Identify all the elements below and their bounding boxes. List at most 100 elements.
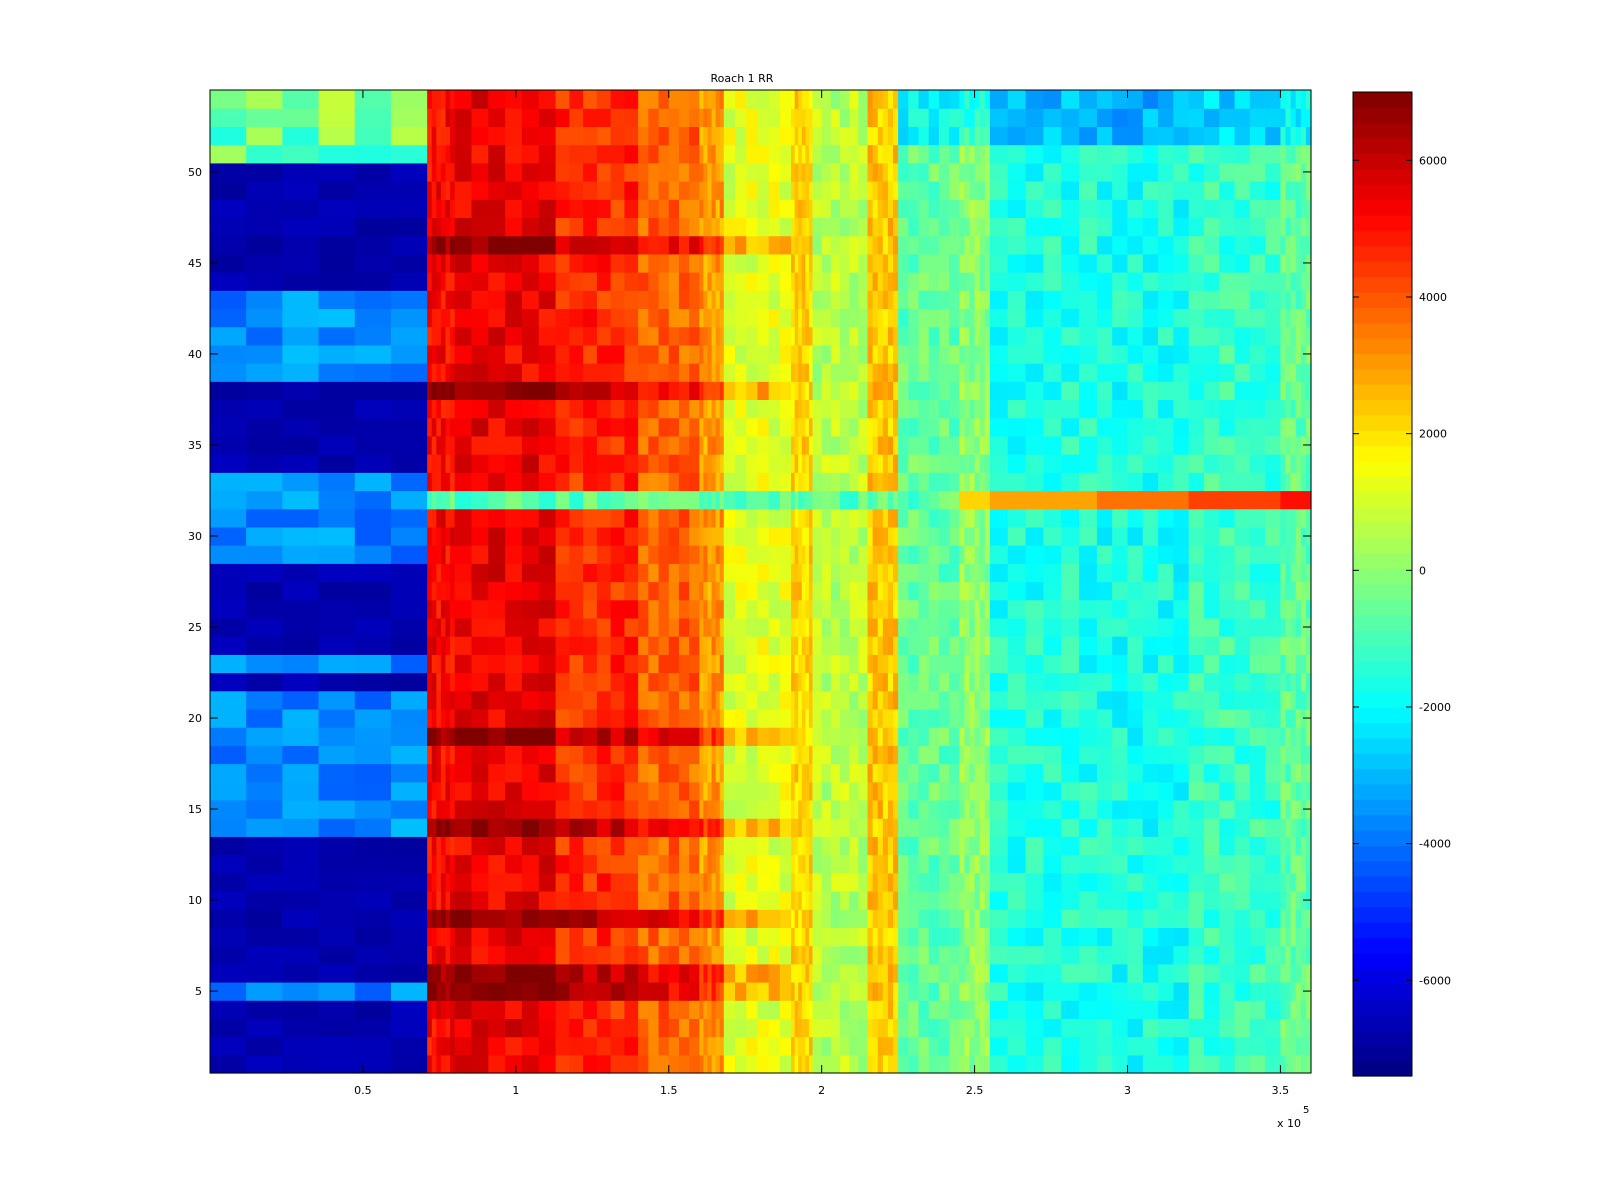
heatmap-cell <box>979 909 986 928</box>
heatmap-cell <box>282 435 320 455</box>
heatmap-cell <box>964 381 971 401</box>
heatmap-cell <box>735 545 747 564</box>
heatmap-cell <box>964 599 971 619</box>
heatmap-cell <box>808 272 814 291</box>
heatmap-cell <box>830 1018 841 1038</box>
heatmap-cell <box>707 272 713 291</box>
heatmap-cell <box>1158 1000 1174 1019</box>
heatmap-cell <box>648 763 660 783</box>
heatmap-cell <box>1249 253 1266 273</box>
heatmap-cell <box>1203 126 1220 146</box>
heatmap-cell <box>610 344 625 364</box>
heatmap-cell <box>707 181 713 200</box>
heatmap-cell <box>989 763 1009 783</box>
heatmap-cell <box>1142 890 1159 910</box>
heatmap-cell <box>699 690 705 710</box>
heatmap-cell <box>699 253 705 273</box>
heatmap-cell <box>1285 308 1292 328</box>
heatmap-cell <box>1079 399 1098 419</box>
heatmap-cell <box>840 490 850 510</box>
heatmap-cell <box>505 217 523 237</box>
heatmap-cell <box>928 381 940 401</box>
heatmap-cell <box>445 399 451 419</box>
heatmap-cell <box>867 599 874 619</box>
heatmap-cell <box>488 1036 506 1056</box>
heatmap-cell <box>1061 727 1080 746</box>
heatmap-cell <box>746 927 759 947</box>
heatmap-cell <box>1188 326 1205 346</box>
heatmap-cell <box>471 818 489 837</box>
heatmap-cell <box>918 454 930 473</box>
heatmap-cell <box>989 417 1009 437</box>
heatmap-cell <box>431 872 437 892</box>
heatmap-cell <box>390 818 428 837</box>
heatmap-cell <box>821 963 832 983</box>
heatmap-cell <box>908 909 920 928</box>
heatmap-cell <box>436 181 442 200</box>
heatmap-cell <box>678 272 690 291</box>
heatmap-cell <box>974 781 981 801</box>
heatmap-cell <box>984 199 991 219</box>
heatmap-cell <box>1025 144 1044 164</box>
heatmap-cell <box>678 927 690 947</box>
heatmap-cell <box>872 144 879 164</box>
heatmap-cell <box>1158 344 1174 364</box>
heatmap-cell <box>949 617 960 637</box>
heatmap-cell <box>928 217 940 237</box>
heatmap-cell <box>668 854 680 874</box>
heatmap-cell <box>1173 144 1190 164</box>
heatmap-cell <box>918 909 930 928</box>
heatmap-cell <box>1249 1018 1266 1038</box>
heatmap-cell <box>440 326 447 346</box>
heatmap-cell <box>583 799 598 819</box>
heatmap-cell <box>801 799 806 819</box>
heatmap-cell <box>668 181 680 200</box>
heatmap-cell <box>1096 162 1113 182</box>
heatmap-cell <box>984 1036 991 1056</box>
heatmap-cell <box>521 290 540 310</box>
heatmap-cell <box>555 909 570 928</box>
heatmap-cell <box>610 672 625 692</box>
heatmap-cell <box>471 981 489 1001</box>
heatmap-cell <box>648 272 660 291</box>
heatmap-cell <box>596 472 612 492</box>
heatmap-cell <box>928 417 940 437</box>
heatmap-cell <box>918 690 930 710</box>
heatmap-cell <box>1280 290 1287 310</box>
heatmap-cell <box>872 417 879 437</box>
heatmap-cell <box>989 126 1009 146</box>
heatmap-cell <box>768 763 781 783</box>
heatmap-cell <box>1280 617 1287 637</box>
heatmap-cell <box>858 763 869 783</box>
heatmap-cell <box>1290 126 1297 146</box>
heatmap-cell <box>723 181 736 200</box>
heatmap-cell <box>808 836 814 856</box>
heatmap-cell <box>390 1054 428 1074</box>
heatmap-cell <box>610 545 625 564</box>
heatmap-cell <box>1280 1054 1287 1074</box>
heatmap-cell <box>1061 253 1080 273</box>
heatmap-cell <box>877 126 884 146</box>
heatmap-cell <box>1305 1000 1312 1019</box>
heatmap-cell <box>746 490 759 510</box>
heatmap-cell <box>648 217 660 237</box>
heatmap-cell <box>1112 490 1129 510</box>
heatmap-cell <box>949 890 960 910</box>
heatmap-cell <box>984 326 991 346</box>
heatmap-cell <box>715 435 721 455</box>
heatmap-cell <box>1219 490 1236 510</box>
heatmap-cell <box>719 945 725 965</box>
heatmap-cell <box>1112 945 1129 965</box>
heatmap-cell <box>808 399 814 419</box>
heatmap-cell <box>821 162 832 182</box>
heatmap-cell <box>908 1036 920 1056</box>
heatmap-cell <box>282 690 320 710</box>
heatmap-cell <box>791 1000 796 1019</box>
heatmap-cell <box>849 417 859 437</box>
heatmap-cell <box>1188 417 1205 437</box>
heatmap-cell <box>715 308 721 328</box>
heatmap-cell <box>1158 1054 1174 1074</box>
heatmap-cell <box>471 545 489 564</box>
heatmap-cell <box>569 617 584 637</box>
heatmap-cell <box>624 235 639 255</box>
